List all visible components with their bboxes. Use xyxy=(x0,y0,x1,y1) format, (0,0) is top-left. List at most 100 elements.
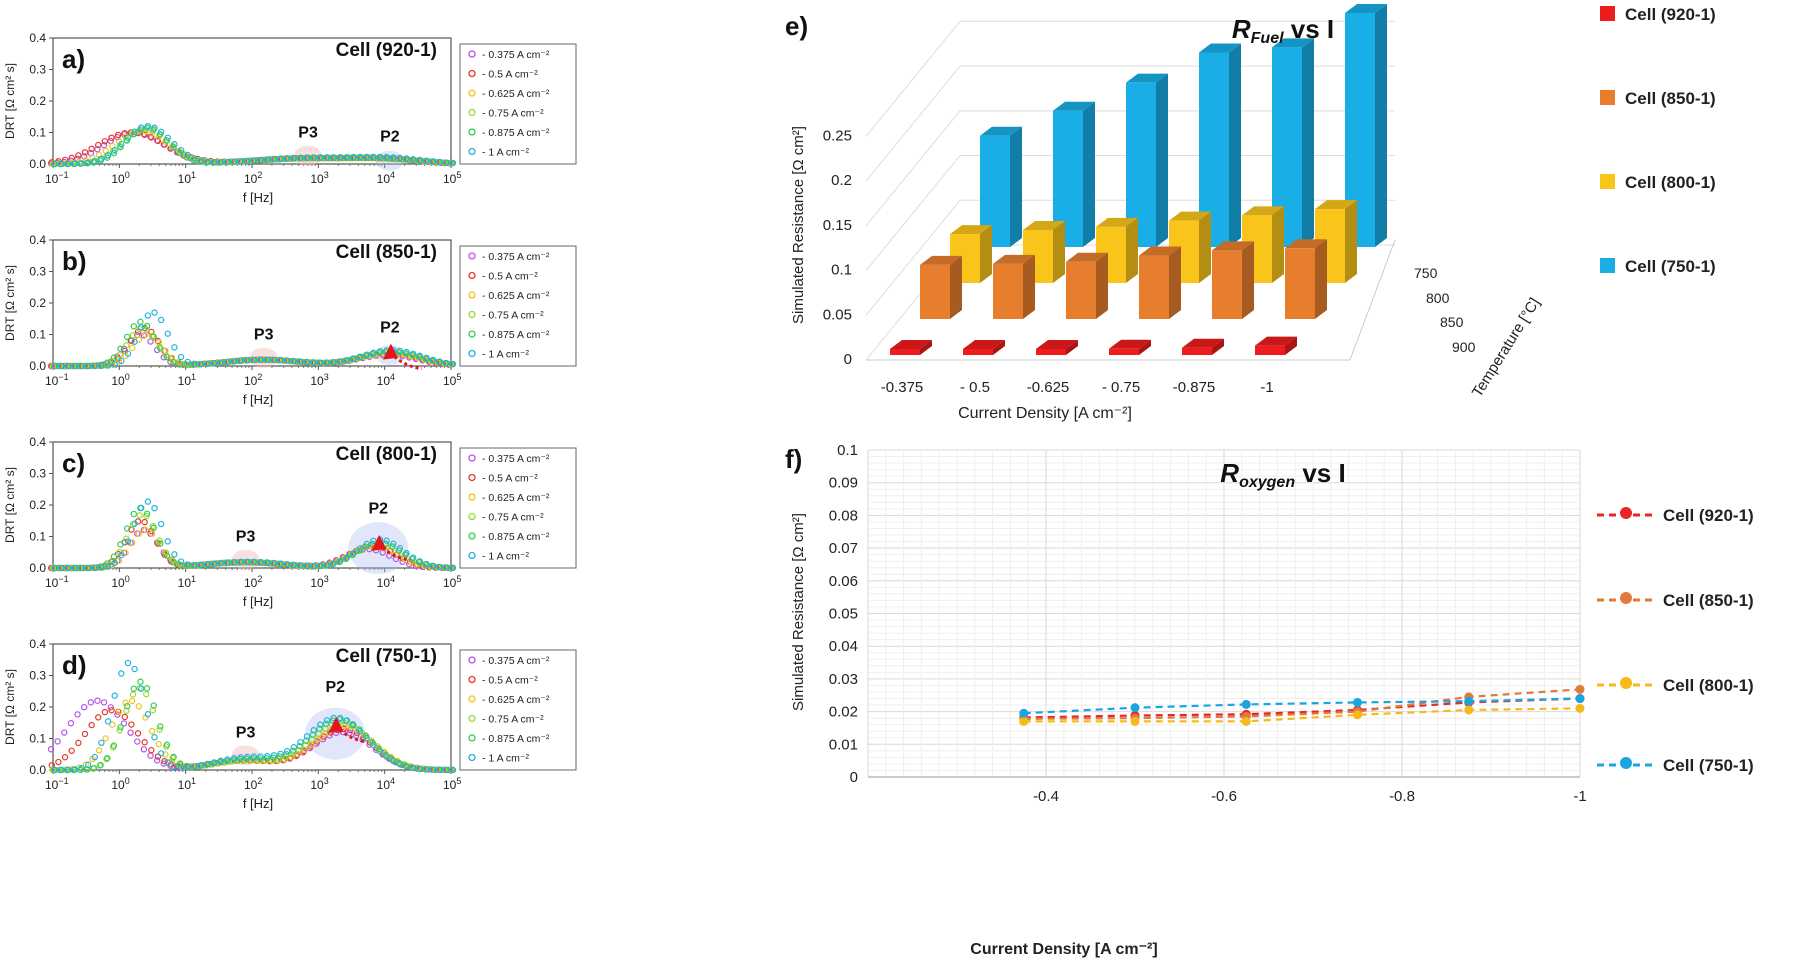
legend-label: - 0.375 A cm⁻² xyxy=(482,49,550,61)
y-tick-label: 0.07 xyxy=(829,540,858,557)
drt-point xyxy=(191,763,198,770)
drt-point xyxy=(356,154,363,162)
drt-point xyxy=(102,735,109,742)
drt-point xyxy=(135,703,143,710)
drt-point xyxy=(343,153,351,161)
x-tick-label: -1 xyxy=(1260,379,1273,396)
y-tick-label: 0.0 xyxy=(29,157,46,171)
drt-point xyxy=(130,685,137,692)
y-axis-label: DRT [Ω cm² s] xyxy=(3,63,17,139)
bar-top xyxy=(980,126,1022,136)
drt-point xyxy=(184,151,191,159)
drt-point xyxy=(230,558,238,566)
drt-point xyxy=(121,713,128,721)
drt-point xyxy=(150,524,157,532)
drt-point xyxy=(151,124,158,131)
bar-front xyxy=(1212,250,1242,319)
bar-top xyxy=(1126,73,1168,83)
title-rest: vs I xyxy=(1295,458,1346,488)
data-point xyxy=(1241,716,1251,726)
y-tick-label: 0.1 xyxy=(29,732,46,746)
legend-label: - 0.625 A cm⁻² xyxy=(482,290,550,302)
drt-point xyxy=(154,753,162,760)
x-tick-label: 101 xyxy=(178,776,196,792)
legend-box xyxy=(459,43,577,165)
drt-point xyxy=(277,560,284,567)
x-tick-label: 105 xyxy=(443,372,461,388)
drt-point xyxy=(143,690,150,698)
legend-marker xyxy=(1620,677,1632,689)
drt-point xyxy=(337,154,344,161)
y-tick-label: 0.1 xyxy=(29,126,46,140)
legend-label: - 1 A cm⁻² xyxy=(482,349,529,361)
y-tick-label: 0.06 xyxy=(829,573,858,590)
drt-point xyxy=(61,729,68,736)
drt-point xyxy=(129,697,136,705)
drt-point xyxy=(177,146,185,154)
bar-side xyxy=(1139,339,1151,355)
bar-top xyxy=(1212,241,1254,251)
x-tick-label: 101 xyxy=(178,372,196,388)
drt-point xyxy=(429,158,437,165)
legend-box xyxy=(459,245,577,367)
drt-point xyxy=(257,753,264,760)
drt-point xyxy=(297,358,304,365)
drt-point xyxy=(90,765,98,772)
drt-point xyxy=(197,360,205,368)
drt-point xyxy=(124,659,132,667)
drt-point xyxy=(177,760,184,767)
legend-label: Cell (800-1) xyxy=(1663,676,1754,695)
drt-point xyxy=(237,357,244,365)
y-tick-label: 0.4 xyxy=(29,233,46,247)
legend-label: - 0.625 A cm⁻² xyxy=(482,694,550,706)
drt-point xyxy=(177,558,185,565)
drt-point xyxy=(443,564,450,571)
x-tick-label: -0.625 xyxy=(1027,379,1070,396)
drt-point xyxy=(137,678,144,685)
drt-point xyxy=(264,559,271,566)
drt-point xyxy=(155,339,162,346)
drt-point xyxy=(197,762,205,769)
drt-point xyxy=(141,518,148,526)
legend-marker xyxy=(468,349,476,358)
bar-side xyxy=(1066,340,1078,355)
data-point xyxy=(1019,716,1029,726)
drt-point xyxy=(78,160,85,167)
bar-front xyxy=(1139,255,1169,319)
drt-point xyxy=(317,154,324,161)
drt-point xyxy=(283,751,290,758)
drt-point xyxy=(124,538,132,545)
drt-point xyxy=(148,746,155,754)
x-tick-exponent: 4 xyxy=(390,170,395,180)
legend-swatch xyxy=(1600,6,1615,21)
drt-point xyxy=(396,154,404,162)
drt-point xyxy=(204,158,211,165)
y-tick-label: 0 xyxy=(844,351,852,368)
drt-point xyxy=(350,355,357,362)
drt-point xyxy=(104,359,111,366)
drt-series xyxy=(51,122,457,168)
drt-point xyxy=(163,137,171,144)
x-tick-label: 10−1 xyxy=(45,372,69,388)
drt-point xyxy=(310,727,317,734)
bar-front xyxy=(1109,348,1139,355)
drt-point xyxy=(370,153,377,161)
drt-point xyxy=(362,543,370,550)
y-tick-label: 0.04 xyxy=(829,638,858,655)
drt-point xyxy=(403,155,410,162)
drt-point xyxy=(337,358,344,365)
drt-point xyxy=(303,358,311,366)
drt-point xyxy=(337,557,344,565)
chart-title: RFuel vs I xyxy=(1232,14,1334,47)
x-tick-label: 103 xyxy=(310,574,328,590)
peak-label-p2: P2 xyxy=(380,319,400,336)
legend-label: - 0.375 A cm⁻² xyxy=(482,453,550,465)
drt-point xyxy=(154,137,162,145)
bar-front xyxy=(963,349,993,355)
drt-point xyxy=(110,354,118,361)
drt-point xyxy=(97,563,104,570)
drt-point xyxy=(129,344,136,352)
drt-point xyxy=(350,550,357,557)
drt-point xyxy=(415,353,423,361)
bar-side xyxy=(1315,239,1327,319)
